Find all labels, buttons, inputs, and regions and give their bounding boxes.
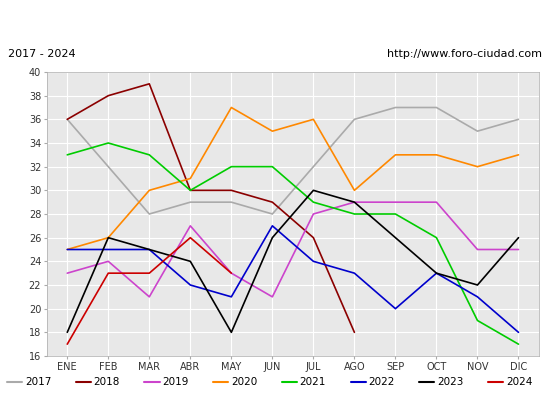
Text: 2018: 2018 xyxy=(94,377,120,387)
Text: 2020: 2020 xyxy=(231,377,257,387)
Text: 2023: 2023 xyxy=(437,377,464,387)
Text: http://www.foro-ciudad.com: http://www.foro-ciudad.com xyxy=(387,49,542,59)
Text: 2021: 2021 xyxy=(300,377,326,387)
Text: 2017: 2017 xyxy=(25,377,51,387)
Text: 2024: 2024 xyxy=(506,377,532,387)
Text: 2017 - 2024: 2017 - 2024 xyxy=(8,49,76,59)
Text: 2022: 2022 xyxy=(368,377,395,387)
Text: Evolucion del paro registrado en La Vellés: Evolucion del paro registrado en La Vell… xyxy=(114,13,436,29)
Text: 2019: 2019 xyxy=(162,377,189,387)
